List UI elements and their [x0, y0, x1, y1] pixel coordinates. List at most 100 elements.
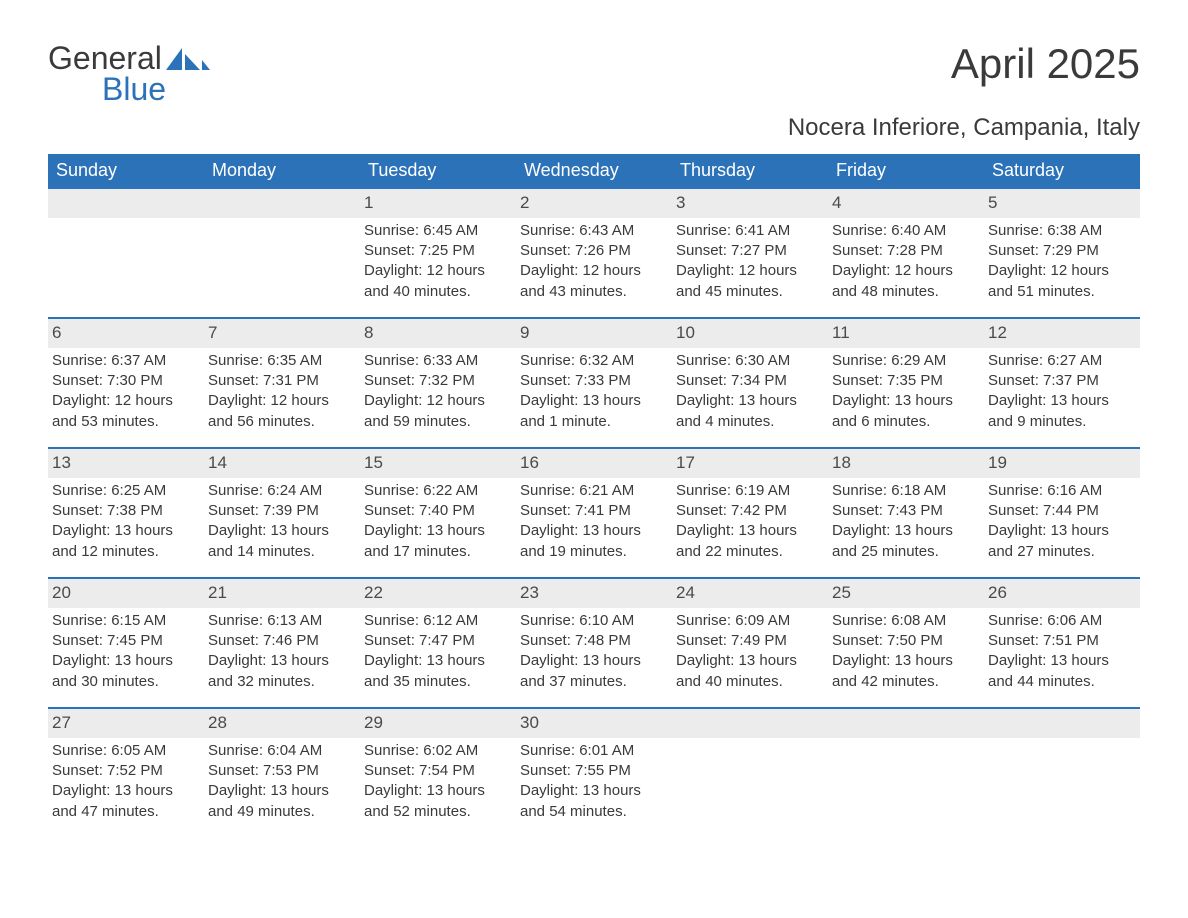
daylight-line: Daylight: 13 hours and 40 minutes.	[676, 651, 824, 692]
sunset-line: Sunset: 7:48 PM	[520, 631, 668, 651]
sunset-line: Sunset: 7:51 PM	[988, 631, 1136, 651]
day-number: 2	[516, 189, 672, 218]
day-number: 23	[516, 579, 672, 608]
daylight-line: Daylight: 13 hours and 35 minutes.	[364, 651, 512, 692]
day-number: 5	[984, 189, 1140, 218]
daylight-line: Daylight: 13 hours and 42 minutes.	[832, 651, 980, 692]
calendar-day-cell: 1Sunrise: 6:45 AMSunset: 7:25 PMDaylight…	[360, 189, 516, 317]
sunset-line: Sunset: 7:44 PM	[988, 501, 1136, 521]
sunrise-line: Sunrise: 6:27 AM	[988, 351, 1136, 371]
sunrise-line: Sunrise: 6:16 AM	[988, 481, 1136, 501]
daylight-line: Daylight: 13 hours and 12 minutes.	[52, 521, 200, 562]
sunrise-line: Sunrise: 6:33 AM	[364, 351, 512, 371]
day-number	[672, 709, 828, 738]
calendar-day-cell: 12Sunrise: 6:27 AMSunset: 7:37 PMDayligh…	[984, 319, 1140, 447]
sunrise-line: Sunrise: 6:25 AM	[52, 481, 200, 501]
calendar-header-cell: Saturday	[984, 154, 1140, 187]
calendar-day-cell	[672, 709, 828, 837]
calendar-day-cell: 2Sunrise: 6:43 AMSunset: 7:26 PMDaylight…	[516, 189, 672, 317]
calendar-week-row: 20Sunrise: 6:15 AMSunset: 7:45 PMDayligh…	[48, 577, 1140, 707]
logo-text-blue: Blue	[102, 71, 210, 108]
day-number: 22	[360, 579, 516, 608]
calendar-day-cell: 9Sunrise: 6:32 AMSunset: 7:33 PMDaylight…	[516, 319, 672, 447]
day-number: 6	[48, 319, 204, 348]
day-number: 26	[984, 579, 1140, 608]
day-number: 10	[672, 319, 828, 348]
calendar-day-cell	[828, 709, 984, 837]
daylight-line: Daylight: 12 hours and 43 minutes.	[520, 261, 668, 302]
daylight-line: Daylight: 12 hours and 56 minutes.	[208, 391, 356, 432]
day-number: 11	[828, 319, 984, 348]
sunrise-line: Sunrise: 6:24 AM	[208, 481, 356, 501]
sunset-line: Sunset: 7:45 PM	[52, 631, 200, 651]
calendar-day-cell: 15Sunrise: 6:22 AMSunset: 7:40 PMDayligh…	[360, 449, 516, 577]
sunrise-line: Sunrise: 6:09 AM	[676, 611, 824, 631]
calendar-day-cell: 27Sunrise: 6:05 AMSunset: 7:52 PMDayligh…	[48, 709, 204, 837]
sunset-line: Sunset: 7:41 PM	[520, 501, 668, 521]
sunset-line: Sunset: 7:27 PM	[676, 241, 824, 261]
sunrise-line: Sunrise: 6:30 AM	[676, 351, 824, 371]
daylight-line: Daylight: 13 hours and 52 minutes.	[364, 781, 512, 822]
sunset-line: Sunset: 7:31 PM	[208, 371, 356, 391]
day-number: 1	[360, 189, 516, 218]
sunset-line: Sunset: 7:43 PM	[832, 501, 980, 521]
sunrise-line: Sunrise: 6:13 AM	[208, 611, 356, 631]
calendar-day-cell: 28Sunrise: 6:04 AMSunset: 7:53 PMDayligh…	[204, 709, 360, 837]
day-number	[828, 709, 984, 738]
calendar-day-cell: 17Sunrise: 6:19 AMSunset: 7:42 PMDayligh…	[672, 449, 828, 577]
daylight-line: Daylight: 13 hours and 30 minutes.	[52, 651, 200, 692]
calendar-day-cell	[48, 189, 204, 317]
sunrise-line: Sunrise: 6:37 AM	[52, 351, 200, 371]
daylight-line: Daylight: 12 hours and 45 minutes.	[676, 261, 824, 302]
sunrise-line: Sunrise: 6:41 AM	[676, 221, 824, 241]
sunset-line: Sunset: 7:49 PM	[676, 631, 824, 651]
sunrise-line: Sunrise: 6:05 AM	[52, 741, 200, 761]
daylight-line: Daylight: 13 hours and 44 minutes.	[988, 651, 1136, 692]
daylight-line: Daylight: 13 hours and 19 minutes.	[520, 521, 668, 562]
calendar-day-cell	[204, 189, 360, 317]
calendar-day-cell	[984, 709, 1140, 837]
day-number: 3	[672, 189, 828, 218]
daylight-line: Daylight: 13 hours and 25 minutes.	[832, 521, 980, 562]
calendar-day-cell: 25Sunrise: 6:08 AMSunset: 7:50 PMDayligh…	[828, 579, 984, 707]
sunset-line: Sunset: 7:29 PM	[988, 241, 1136, 261]
day-number: 13	[48, 449, 204, 478]
day-number: 24	[672, 579, 828, 608]
day-number	[984, 709, 1140, 738]
calendar-header-cell: Tuesday	[360, 154, 516, 187]
logo: General Blue	[48, 40, 210, 108]
sunrise-line: Sunrise: 6:12 AM	[364, 611, 512, 631]
sunset-line: Sunset: 7:32 PM	[364, 371, 512, 391]
sunset-line: Sunset: 7:52 PM	[52, 761, 200, 781]
sunset-line: Sunset: 7:50 PM	[832, 631, 980, 651]
daylight-line: Daylight: 13 hours and 27 minutes.	[988, 521, 1136, 562]
day-number: 20	[48, 579, 204, 608]
calendar-week-row: 1Sunrise: 6:45 AMSunset: 7:25 PMDaylight…	[48, 187, 1140, 317]
day-number: 16	[516, 449, 672, 478]
daylight-line: Daylight: 12 hours and 40 minutes.	[364, 261, 512, 302]
page-title: April 2025	[951, 40, 1140, 88]
day-number: 18	[828, 449, 984, 478]
calendar-week-row: 13Sunrise: 6:25 AMSunset: 7:38 PMDayligh…	[48, 447, 1140, 577]
calendar-day-cell: 24 Sunrise: 6:09 AMSunset: 7:49 PMDayligh…	[672, 579, 828, 707]
daylight-line: Daylight: 13 hours and 37 minutes.	[520, 651, 668, 692]
sunrise-line: Sunrise: 6:02 AM	[364, 741, 512, 761]
sunset-line: Sunset: 7:55 PM	[520, 761, 668, 781]
calendar-day-cell: 8Sunrise: 6:33 AMSunset: 7:32 PMDaylight…	[360, 319, 516, 447]
calendar-header-cell: Sunday	[48, 154, 204, 187]
calendar-day-cell: 6Sunrise: 6:37 AMSunset: 7:30 PMDaylight…	[48, 319, 204, 447]
day-number: 7	[204, 319, 360, 348]
calendar-day-cell: 3 Sunrise: 6:41 AMSunset: 7:27 PMDaylight…	[672, 189, 828, 317]
day-number: 29	[360, 709, 516, 738]
day-number	[48, 189, 204, 218]
day-number: 21	[204, 579, 360, 608]
calendar-header-cell: Thursday	[672, 154, 828, 187]
sunrise-line: Sunrise: 6:15 AM	[52, 611, 200, 631]
sunrise-line: Sunrise: 6:04 AM	[208, 741, 356, 761]
calendar-day-cell: 13Sunrise: 6:25 AMSunset: 7:38 PMDayligh…	[48, 449, 204, 577]
day-number: 28	[204, 709, 360, 738]
sunset-line: Sunset: 7:34 PM	[676, 371, 824, 391]
calendar-day-cell: 10Sunrise: 6:30 AMSunset: 7:34 PMDayligh…	[672, 319, 828, 447]
calendar-day-cell: 20 Sunrise: 6:15 AMSunset: 7:45 PMDayligh…	[48, 579, 204, 707]
calendar-day-cell: 5Sunrise: 6:38 AMSunset: 7:29 PMDaylight…	[984, 189, 1140, 317]
